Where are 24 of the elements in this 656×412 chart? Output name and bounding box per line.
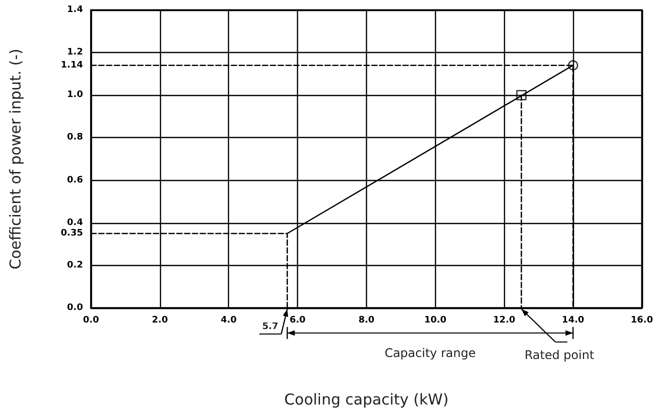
y-tick-label: 0.2: [67, 260, 83, 270]
x-tick-label: 2.0: [152, 316, 168, 326]
x-axis-title: Cooling capacity (kW): [284, 390, 449, 408]
text: Capacity range: [384, 346, 476, 360]
y-tick-label: 0.35: [60, 228, 83, 238]
x-tick-label: 16.0: [630, 316, 654, 326]
y-tick-label: 1.2: [67, 48, 83, 58]
y-tick-label: 1.4: [67, 5, 83, 15]
annotation: Rated point: [524, 348, 594, 362]
x-tick-label: 0.0: [83, 316, 99, 326]
x-tick-label: 4.0: [220, 316, 237, 326]
x-tick-label: 6.0: [290, 316, 306, 326]
x-tick-label: 14.0: [562, 316, 584, 326]
y-tick-label: 0.0: [67, 303, 83, 313]
y-tick-label: 1.14: [60, 60, 83, 70]
annotation: 5.7: [262, 322, 278, 332]
x-tick-label: 8.0: [358, 316, 374, 326]
y-tick-label: 0.4: [67, 218, 83, 228]
y-tick-label: 0.6: [67, 175, 83, 186]
y-axis-title: Coefficient of power input. (-): [6, 48, 24, 270]
y-tick-label: 0.8: [67, 132, 83, 143]
x-tick-label: 12.0: [493, 316, 516, 326]
y-tick-label: 1.0: [67, 90, 83, 100]
x-tick-label: 10.0: [424, 316, 446, 326]
